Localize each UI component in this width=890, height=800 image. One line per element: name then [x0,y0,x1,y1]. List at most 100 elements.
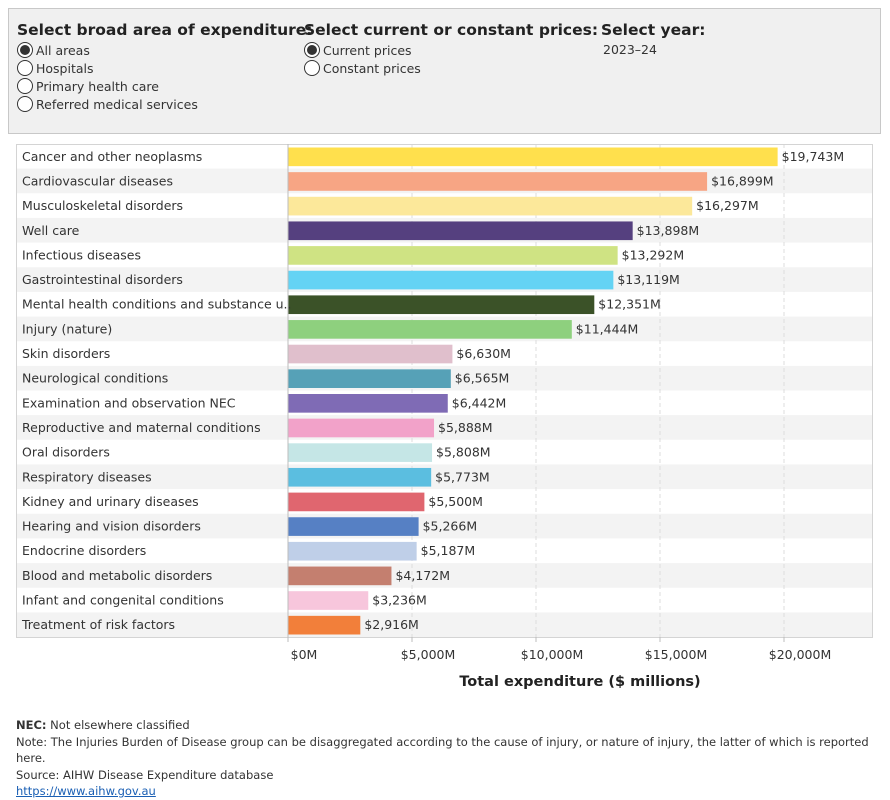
area-radio-group: All areas Hospitals Primary health care Ref… [17,41,198,113]
x-tick-label: $15,000M [645,647,707,662]
aihw-link[interactable]: https://www.aihw.gov.au [16,784,156,798]
data-label: $5,773M [435,469,490,484]
area-filter-title: Select broad area of expenditure: [17,21,313,39]
bar[interactable] [288,344,453,364]
bar[interactable] [288,320,572,339]
radio-button-icon[interactable] [304,60,320,76]
category-label: Infant and congenital conditions [22,593,224,608]
data-label: $5,187M [421,543,476,558]
bar[interactable] [288,591,369,610]
data-label: $6,565M [455,371,510,386]
data-labels: $19,743M $16,899M $16,297M $13,898M $13,292M… [364,149,844,632]
category-label: Endocrine disorders [22,543,146,558]
prices-option-label: Current prices [323,42,412,58]
bar[interactable] [288,295,595,315]
data-label: $2,916M [364,617,419,632]
data-label: $19,743M [782,149,844,164]
row-band [16,415,873,440]
row-band [16,612,873,637]
radio-button-icon[interactable] [17,78,33,94]
data-label: $5,500M [428,494,483,509]
prices-option-label: Constant prices [323,60,421,76]
data-label: $11,444M [576,321,638,336]
bar[interactable] [288,517,419,536]
data-label: $12,351M [598,297,660,312]
category-label: Hearing and vision disorders [22,519,201,534]
area-option-label: Hospitals [36,60,94,76]
data-label: $6,630M [456,346,511,361]
x-tick-label: $20,000M [769,647,831,662]
category-labels: Cancer and other neoplasms Cardiovascular… [21,149,292,632]
area-option-3[interactable]: Primary health care [17,77,198,95]
radio-button-icon[interactable] [17,42,33,58]
category-label: Treatment of risk factors [21,617,175,632]
area-option-1[interactable]: All areas [17,41,198,59]
x-axis-title: Total expenditure ($ millions) [459,674,700,690]
note-text: Note: The Injuries Burden of Disease gro… [16,734,869,766]
category-label: Oral disorders [22,445,110,460]
radio-button-icon[interactable] [17,60,33,76]
area-option-2[interactable]: Hospitals [17,59,198,77]
category-label: Respiratory diseases [22,469,152,484]
bar[interactable] [288,270,614,290]
expenditure-bar-chart: Cancer and other neoplasms Cardiovascular… [16,144,873,690]
category-label: Injury (nature) [22,321,112,336]
footer-notes: NEC: Not elsewhere classified Note: The … [16,717,876,800]
row-band [16,464,873,490]
prices-option-2[interactable]: Constant prices [304,59,421,77]
data-label: $5,808M [436,445,491,460]
x-axis-ticks: $0M $5,000M $10,000M $15,000M $20,000M [287,637,831,662]
bars [288,147,778,635]
bar[interactable] [288,615,361,635]
bar[interactable] [288,418,435,438]
source-text: Source: AIHW Disease Expenditure databas… [16,767,274,782]
bar[interactable] [288,443,433,462]
data-label: $13,292M [622,247,684,262]
x-tick-label: $5,000M [401,647,456,662]
category-label: Gastrointestinal disorders [22,272,183,287]
category-label: Examination and observation NEC [22,395,236,410]
row-band [16,513,873,539]
x-tick-label: $0M [291,647,318,662]
category-label: Skin disorders [22,346,110,361]
bar[interactable] [288,246,618,265]
data-label: $3,236M [372,593,427,608]
x-tick-label: $10,000M [521,647,583,662]
bar[interactable] [288,467,432,487]
bar[interactable] [288,196,693,216]
prices-radio-group: Current prices Constant prices [304,41,421,77]
category-label: Mental health conditions and substance u… [22,297,292,312]
category-label: Neurological conditions [22,371,168,386]
area-option-4[interactable]: Referred medical services [17,95,198,113]
gridlines [411,144,785,637]
data-label: $6,442M [452,395,507,410]
year-selector[interactable]: 2023–24 [603,42,657,57]
category-label: Cardiovascular diseases [22,173,173,188]
prices-filter-title: Select current or constant prices: [304,21,599,39]
bar[interactable] [288,566,392,586]
radio-button-icon[interactable] [17,96,33,112]
category-label: Reproductive and maternal conditions [22,420,261,435]
bar[interactable] [288,369,451,388]
row-band [16,563,873,588]
category-label: Well care [22,223,80,238]
area-option-label: Referred medical services [36,96,198,112]
data-label: $5,266M [423,519,478,534]
area-option-label: Primary health care [36,78,159,94]
nec-text: Not elsewhere classified [46,718,190,732]
area-option-label: All areas [36,42,90,58]
data-label: $13,119M [617,272,679,287]
bar[interactable] [288,221,633,241]
bar[interactable] [288,492,425,512]
bar[interactable] [288,541,417,561]
bar[interactable] [288,394,448,413]
bar[interactable] [288,147,778,167]
data-label: $4,172M [395,568,450,583]
category-label: Kidney and urinary diseases [22,494,199,509]
prices-option-1[interactable]: Current prices [304,41,421,59]
bar[interactable] [288,172,708,191]
year-filter-title: Select year: [601,21,706,39]
radio-button-icon[interactable] [304,42,320,58]
data-label: $13,898M [637,223,699,238]
category-label: Blood and metabolic disorders [22,568,212,583]
